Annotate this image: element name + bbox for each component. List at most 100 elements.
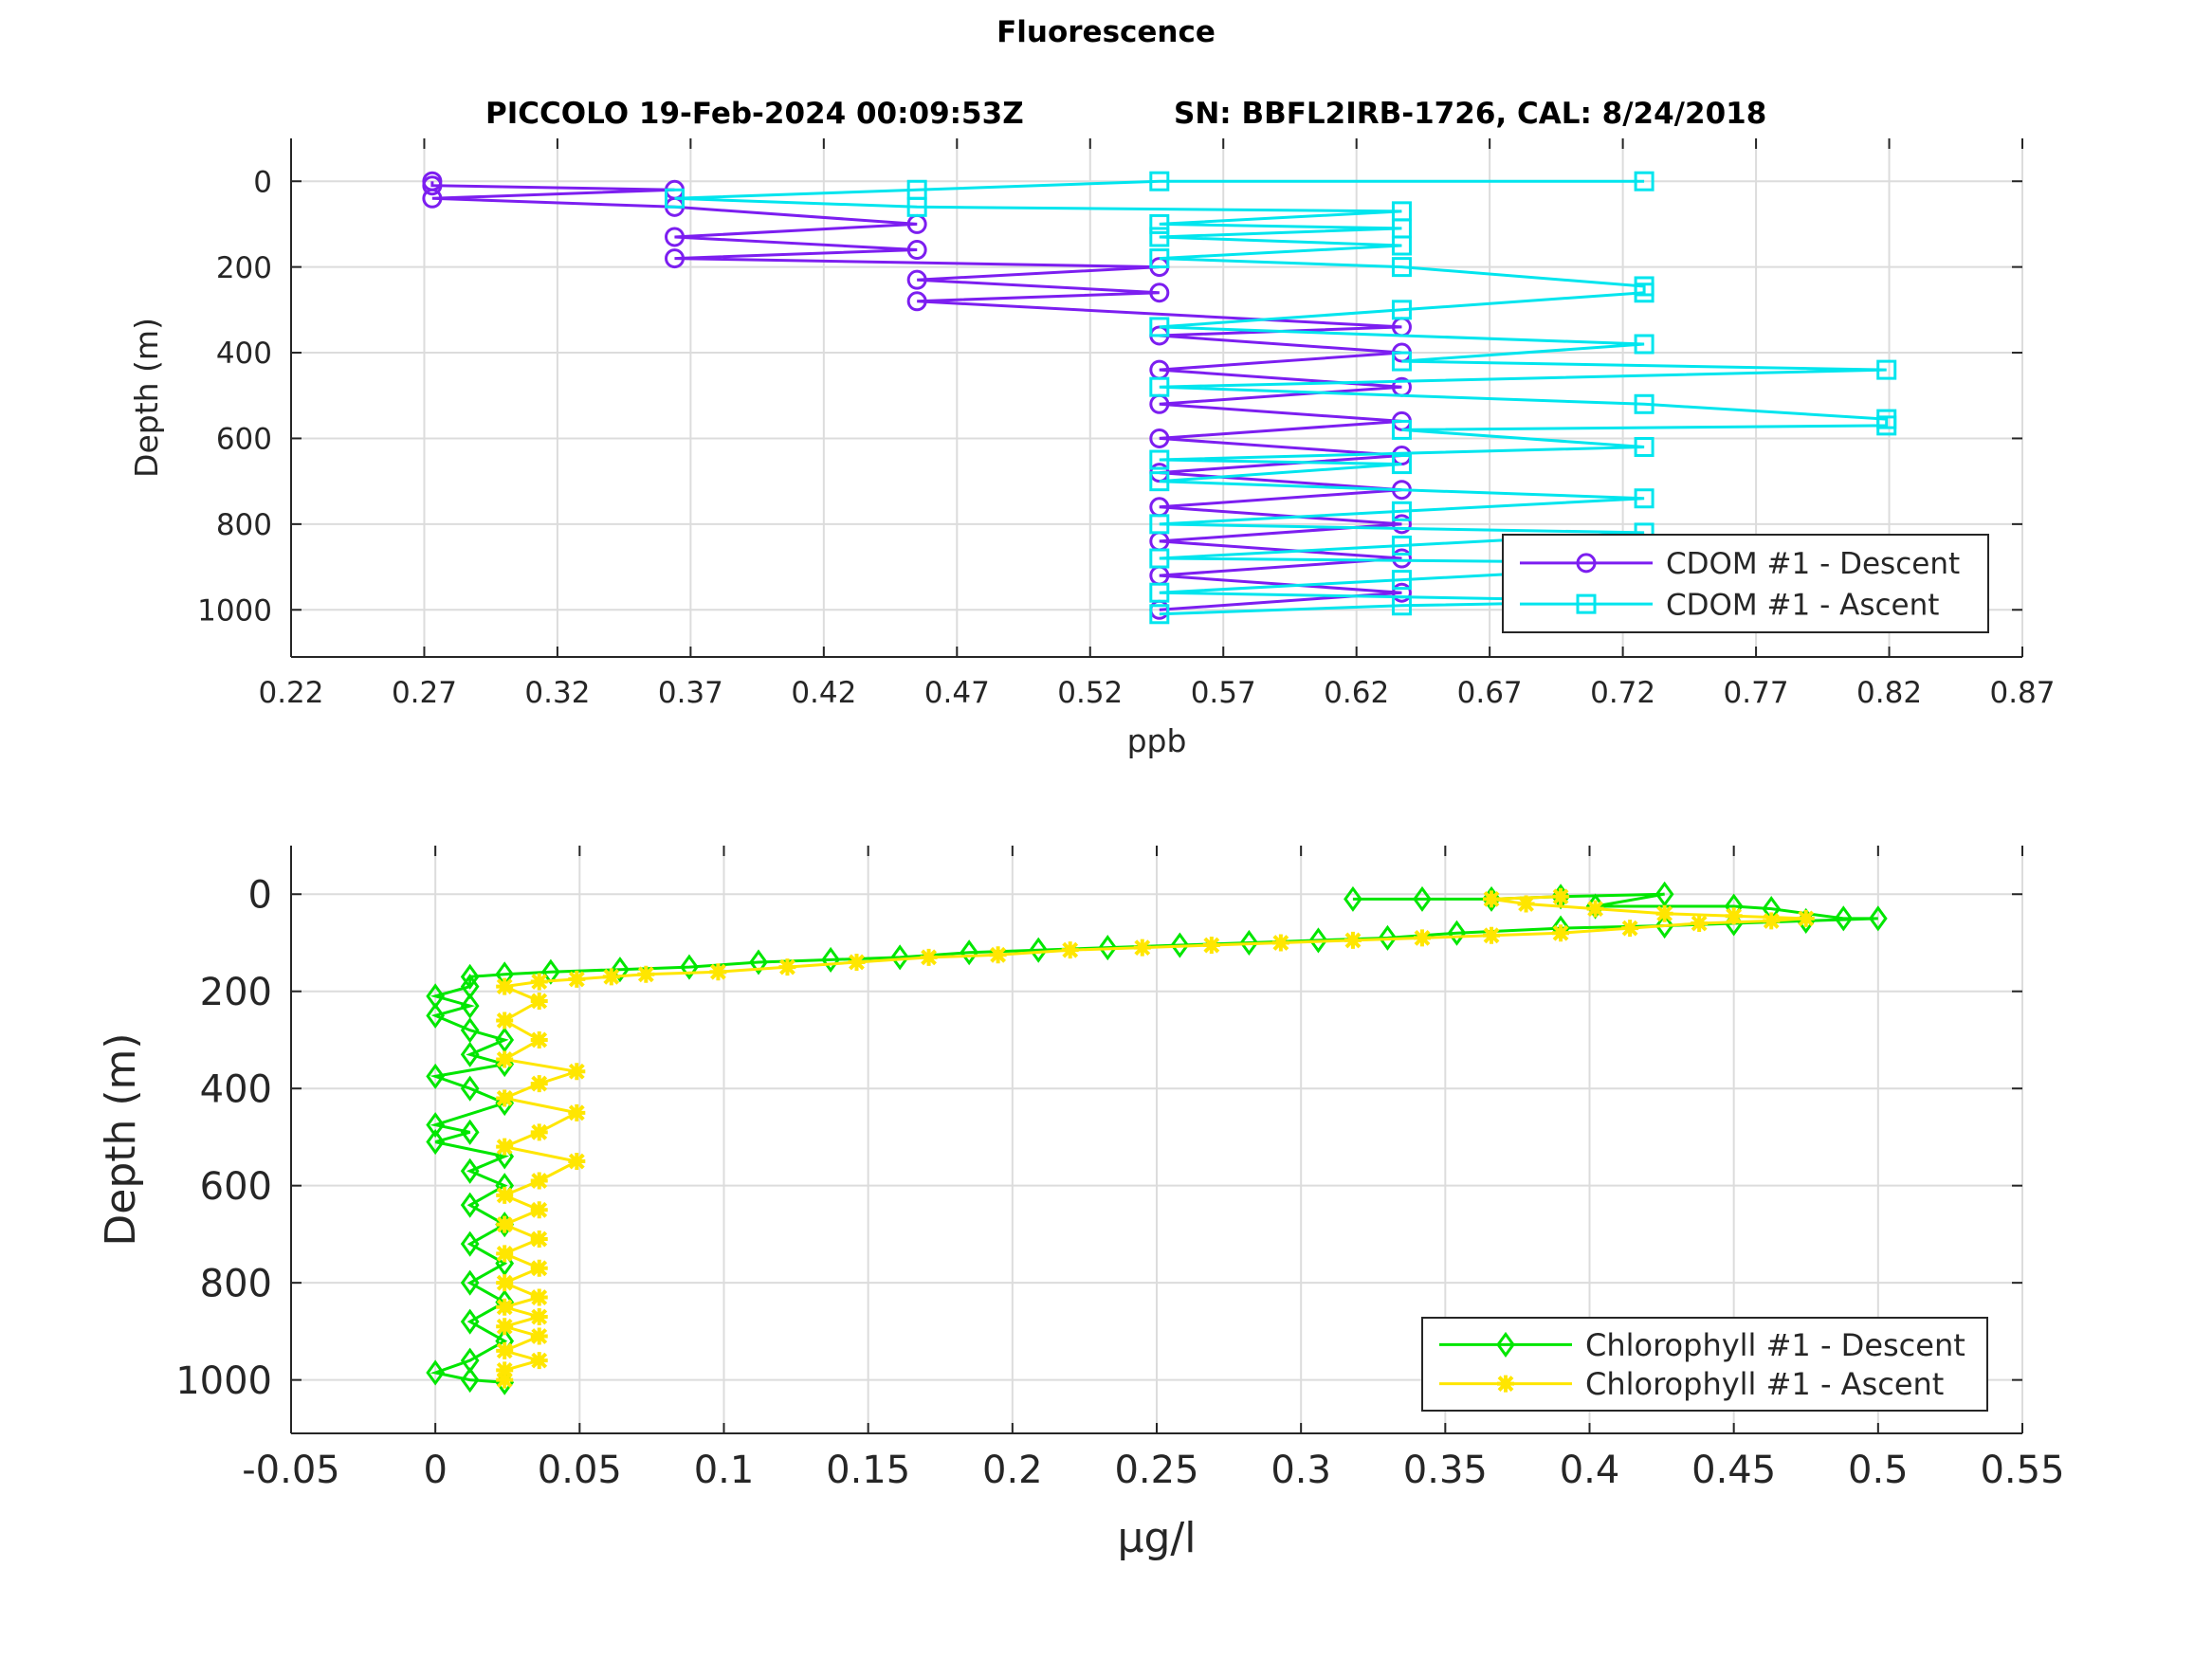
data-point xyxy=(495,1027,515,1053)
data-point xyxy=(1586,900,1604,918)
data-point xyxy=(1391,570,1412,591)
data-point xyxy=(1133,939,1151,957)
figure-title: Fluorescence xyxy=(996,15,1216,49)
data-point xyxy=(496,1138,514,1156)
data-point xyxy=(1149,449,1170,470)
data-point xyxy=(1202,937,1220,955)
legend-label: CDOM #1 - Ascent xyxy=(1666,588,1939,622)
x-tick-label: 0.05 xyxy=(538,1449,622,1492)
x-tick-label: 0.25 xyxy=(1114,1449,1198,1492)
x-tick-label: 0.87 xyxy=(1989,676,2055,710)
data-point xyxy=(1797,909,1815,927)
x-tick-label: 0.15 xyxy=(826,1449,910,1492)
data-point xyxy=(1391,548,1412,569)
data-point xyxy=(1634,276,1654,297)
data-point xyxy=(1654,912,1674,939)
x-tick-label: 0.1 xyxy=(694,1449,755,1492)
data-point xyxy=(749,949,768,975)
data-point xyxy=(1149,227,1170,247)
data-point xyxy=(460,1041,480,1067)
legend-entry-0: Chlorophyll #1 - Descent xyxy=(1439,1327,1965,1363)
data-point xyxy=(1391,454,1412,475)
data-point xyxy=(1098,935,1118,961)
legend-label: CDOM #1 - Descent xyxy=(1666,547,1960,581)
x-axis-label: μg/l xyxy=(1118,1514,1197,1562)
series-1 xyxy=(496,887,1815,1389)
x-tick-label: 0.4 xyxy=(1560,1449,1620,1492)
data-point xyxy=(1413,885,1432,912)
data-point xyxy=(460,963,480,990)
data-point xyxy=(1391,535,1412,556)
y-tick-label: 1000 xyxy=(175,1359,272,1403)
data-point xyxy=(665,248,686,269)
data-point xyxy=(1634,334,1654,355)
data-point xyxy=(1149,283,1170,303)
data-point xyxy=(1517,895,1535,913)
data-point xyxy=(496,977,514,995)
legend-marker xyxy=(1576,593,1597,614)
data-point xyxy=(530,1075,548,1093)
data-point xyxy=(960,939,979,966)
x-tick-label: 0.27 xyxy=(392,676,457,710)
x-tick-label: 0.52 xyxy=(1057,676,1123,710)
series-line xyxy=(499,895,1806,1380)
data-point xyxy=(1378,924,1398,951)
x-tick-label: 0.22 xyxy=(258,676,323,710)
y-tick-label: 0 xyxy=(253,165,272,199)
data-point xyxy=(496,1245,514,1263)
y-tick-label: 600 xyxy=(200,1165,272,1209)
data-point xyxy=(530,1288,548,1306)
data-point xyxy=(568,1103,586,1121)
data-point xyxy=(530,1231,548,1249)
y-tick-label: 600 xyxy=(216,423,272,457)
data-point xyxy=(530,973,548,991)
legend-box xyxy=(1421,1317,1988,1412)
data-point xyxy=(665,227,686,247)
data-point xyxy=(1691,914,1709,932)
data-point xyxy=(1763,912,1781,930)
data-point xyxy=(709,963,727,981)
figure-subtitle-right: SN: BBFL2IRB-1726, CAL: 8/24/2018 xyxy=(1174,97,1767,131)
data-point xyxy=(1149,514,1170,535)
data-point xyxy=(496,1089,514,1107)
x-tick-label: 0.37 xyxy=(658,676,723,710)
data-point xyxy=(496,1298,514,1316)
y-tick-label: 400 xyxy=(200,1068,272,1112)
data-point xyxy=(680,954,699,980)
data-point xyxy=(460,1017,480,1044)
data-point xyxy=(1483,890,1501,908)
x-tick-label: 0.45 xyxy=(1691,1449,1776,1492)
x-tick-label: 0.57 xyxy=(1191,676,1256,710)
data-point xyxy=(1634,488,1654,509)
data-point xyxy=(778,958,796,976)
legend-entry-0: CDOM #1 - Descent xyxy=(1520,547,1960,581)
data-point xyxy=(422,188,443,209)
data-point xyxy=(496,1012,514,1030)
data-point xyxy=(906,240,927,261)
data-point xyxy=(1170,932,1190,958)
data-point xyxy=(1391,257,1412,278)
data-point xyxy=(1634,436,1654,457)
data-point xyxy=(1876,409,1897,429)
data-point xyxy=(1344,885,1362,912)
data-point xyxy=(1552,887,1570,905)
data-point xyxy=(1149,317,1170,337)
y-axis-label: Depth (m) xyxy=(97,1032,145,1246)
data-point xyxy=(637,965,655,983)
data-point xyxy=(890,944,909,971)
data-point xyxy=(1149,471,1170,492)
legend-box xyxy=(1502,534,1989,633)
data-point xyxy=(460,1158,480,1184)
data-point xyxy=(1391,201,1412,222)
data-point xyxy=(1271,934,1289,952)
data-point xyxy=(665,188,686,209)
data-point xyxy=(1149,428,1170,448)
data-point xyxy=(1634,171,1654,191)
legend-marker xyxy=(1576,553,1597,574)
data-point xyxy=(530,992,548,1010)
data-point xyxy=(1149,248,1170,269)
legend-label: Chlorophyll #1 - Descent xyxy=(1585,1327,1965,1363)
x-tick-label: 0.2 xyxy=(982,1449,1043,1492)
